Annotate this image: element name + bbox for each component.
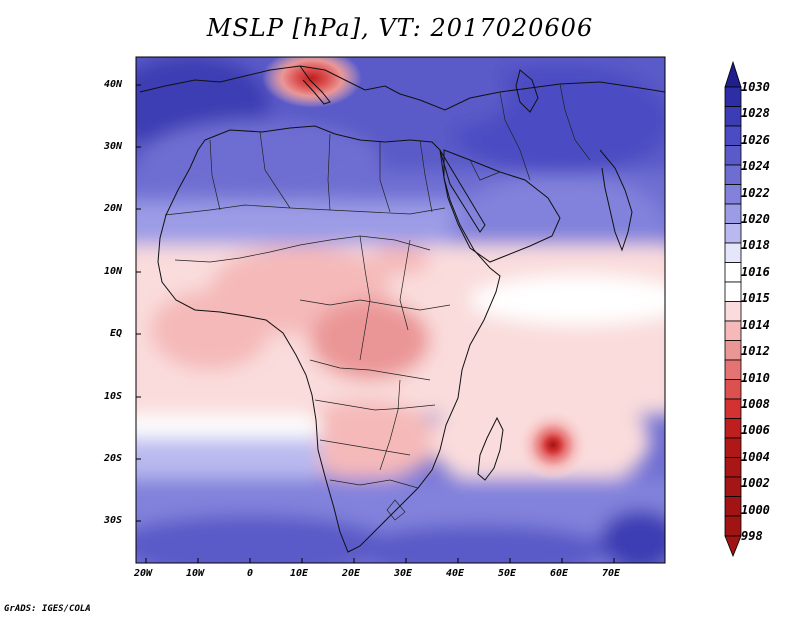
cb-label-1000: 1000 bbox=[741, 502, 770, 517]
cb-label-1028: 1028 bbox=[741, 106, 770, 121]
cb-label-1014: 1014 bbox=[741, 317, 770, 332]
chart-title: MSLP [hPa], VT: 2017020606 bbox=[206, 14, 594, 42]
x-label-0: 0 bbox=[247, 568, 254, 579]
plot-frame bbox=[135, 56, 666, 564]
y-label-20n: 20N bbox=[104, 203, 123, 214]
x-label-70e: 70E bbox=[602, 568, 621, 579]
cb-label-1008: 1008 bbox=[741, 396, 770, 411]
y-label-40n: 40N bbox=[104, 79, 123, 90]
x-label-10e: 10E bbox=[290, 568, 309, 579]
cb-label-1004: 1004 bbox=[741, 449, 770, 464]
x-label-40e: 40E bbox=[446, 568, 465, 579]
x-label-20w: 20W bbox=[134, 568, 153, 579]
grads-credit: GrADS: IGES/COLA bbox=[4, 604, 91, 614]
cb-label-1022: 1022 bbox=[741, 185, 770, 200]
cb-label-1030: 1030 bbox=[741, 80, 770, 94]
y-label-10s: 10S bbox=[104, 391, 123, 402]
cb-label-1024: 1024 bbox=[741, 159, 770, 174]
x-label-30e: 30E bbox=[394, 568, 413, 579]
borders bbox=[164, 83, 591, 521]
x-label-20e: 20E bbox=[342, 568, 361, 579]
x-label-50e: 50E bbox=[498, 568, 517, 579]
cb-label-1026: 1026 bbox=[741, 132, 770, 147]
cb-label-1006: 1006 bbox=[741, 423, 770, 438]
y-label-30n: 30N bbox=[104, 141, 123, 152]
y-label-20s: 20S bbox=[104, 453, 123, 464]
colorbar-bottom-arrow bbox=[724, 535, 742, 558]
colorbar bbox=[724, 60, 742, 558]
y-label-eq: EQ bbox=[110, 328, 123, 339]
cb-label-998: 998 bbox=[741, 529, 763, 543]
cb-label-1010: 1010 bbox=[741, 370, 770, 385]
x-label-10w: 10W bbox=[186, 568, 205, 579]
y-label-30s: 30S bbox=[104, 515, 123, 526]
pressure-field bbox=[136, 57, 665, 563]
colorbar-top-arrow bbox=[724, 60, 742, 88]
coastlines bbox=[139, 65, 665, 553]
cb-label-1012: 1012 bbox=[741, 344, 770, 359]
cb-label-1020: 1020 bbox=[741, 212, 770, 227]
cb-label-1002: 1002 bbox=[741, 476, 770, 491]
cb-label-1016: 1016 bbox=[741, 264, 770, 279]
cb-label-1015: 1015 bbox=[741, 291, 770, 306]
cb-label-1018: 1018 bbox=[741, 238, 770, 253]
y-label-10n: 10N bbox=[104, 266, 123, 277]
x-label-60e: 60E bbox=[550, 568, 569, 579]
